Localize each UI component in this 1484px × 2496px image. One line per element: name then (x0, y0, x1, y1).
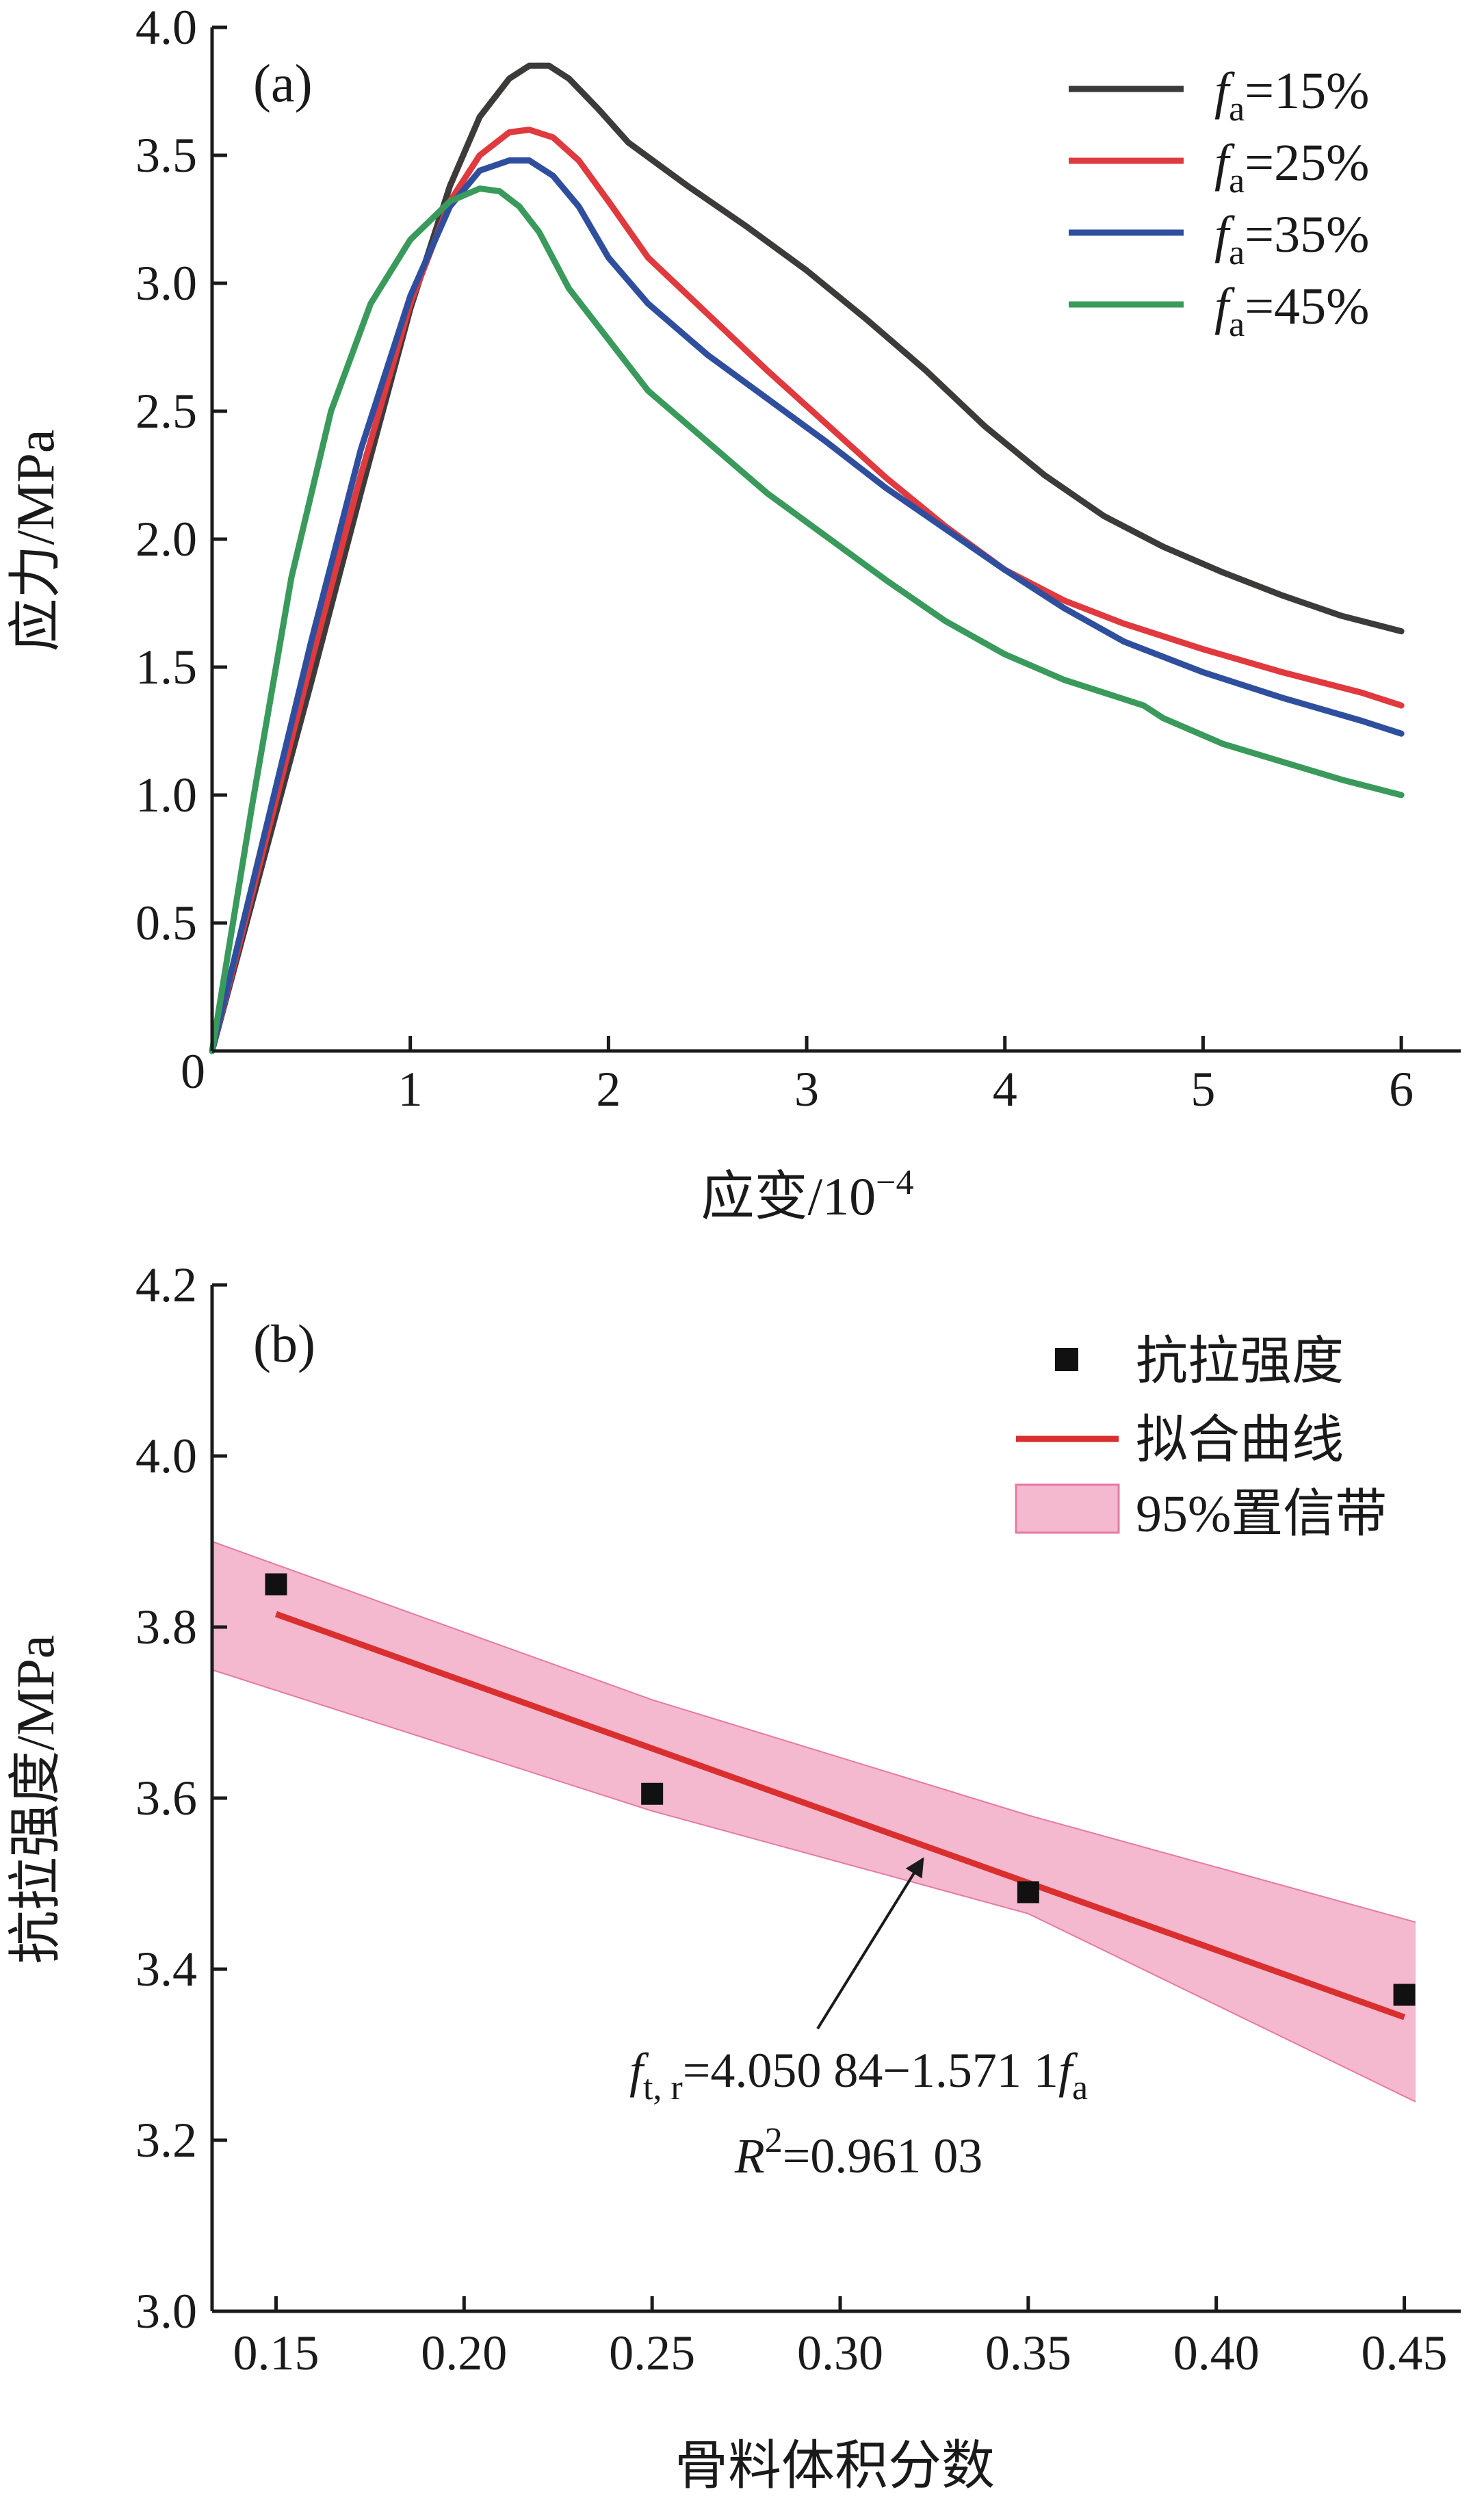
y-tick-label: 3.6 (135, 1771, 197, 1825)
data-point (1017, 1881, 1039, 1903)
y-tick-label: 4.2 (135, 1258, 197, 1312)
y-tick-label: 2.5 (135, 384, 197, 439)
panel-b-chart: ft, r=4.050 84−1.571 1fa R2=0.961 03 0.1… (5, 1258, 1461, 2495)
y-tick-label: 0.5 (135, 896, 197, 950)
legend-label-1: fa=15% (1214, 62, 1369, 129)
panel-b-x-ticks: 0.15 0.20 0.25 0.30 0.35 0.40 0.45 (233, 2296, 1448, 2380)
panel-a-series-group (209, 62, 1405, 1054)
data-point (1393, 1984, 1416, 2006)
x-tick-label: 0.40 (1173, 2326, 1260, 2380)
x-tick-label: 1 (398, 1062, 423, 1117)
y-tick-label: 3.0 (135, 2284, 197, 2339)
panel-b-legend: 抗拉强度 拟合曲线 95%置信带 (1015, 1333, 1387, 1543)
fit-line (274, 1611, 1406, 2020)
y-tick-label: 3.8 (135, 1600, 197, 1654)
legend-label-3: fa=35% (1214, 206, 1369, 272)
panel-a-chart: 1 2 3 4 5 6 0.5 1.0 1.5 2.0 2.5 3.0 3.5 4.0 0 (a) fa… (5, 0, 1461, 1226)
legend-band-swatch (1015, 1483, 1120, 1534)
x-tick-label: 0.35 (985, 2326, 1071, 2380)
y-tick-label: 1.0 (135, 768, 197, 822)
panel-b-y-ticks: 3.0 3.2 3.4 3.6 3.8 4.0 4.2 (135, 1258, 227, 2339)
panel-a-x-ticks: 1 2 3 4 5 6 (210, 1036, 1414, 1117)
y-tick-label: 2.0 (135, 512, 197, 567)
x-tick-label: 5 (1190, 1062, 1215, 1117)
panel-b-x-axis-title: 骨料体积分数 (675, 2436, 995, 2495)
data-points (265, 1573, 1416, 2006)
panel-b-y-axis-title: 抗拉强度/MPa (5, 1635, 65, 1964)
legend-points-label: 抗拉强度 (1136, 1333, 1344, 1390)
legend-band-label: 95%置信带 (1136, 1485, 1387, 1543)
panel-a-legend: fa=15%fa=25%fa=35%fa=45% (1069, 62, 1369, 344)
y-tick-label: 4.0 (135, 1429, 197, 1483)
x-tick-label: 0.15 (233, 2326, 319, 2380)
confidence-band (212, 1542, 1416, 2102)
legend-label-4: fa=45% (1214, 278, 1369, 344)
x-tick-label: 0.45 (1362, 2326, 1448, 2380)
y-tick-label: 3.4 (135, 1942, 197, 1997)
confidence-band-upper-edge (211, 1541, 1416, 1923)
y-tick-label: 3.5 (135, 128, 197, 183)
y-tick-label: 3.2 (135, 2113, 197, 2168)
panel-a-y-ticks: 0.5 1.0 1.5 2.0 2.5 3.0 3.5 4.0 (135, 0, 227, 950)
annotation-arrow (816, 1857, 924, 2030)
confidence-band-lower-edge (211, 1669, 1416, 2103)
panel-a-x-axis-title: 应变/10−4 (701, 1163, 914, 1226)
panel-a-y-axis-title: 应力/MPa (5, 429, 65, 651)
legend-fit-label: 拟合曲线 (1136, 1412, 1344, 1469)
fit-equation: ft, r=4.050 84−1.571 1fa (629, 2043, 1088, 2107)
panel-b-label: (b) (253, 1314, 315, 1373)
legend-label-2: fa=25% (1214, 134, 1369, 200)
y-tick-label: 4.0 (135, 0, 197, 55)
panel-a-label: (a) (253, 53, 313, 113)
series-line-4 (209, 185, 1405, 1054)
x-tick-label: 0.25 (609, 2326, 695, 2380)
x-tick-label: 2 (596, 1062, 621, 1117)
x-tick-label: 0.30 (797, 2326, 883, 2380)
panel-a-origin-label: 0 (181, 1044, 205, 1099)
x-tick-label: 3 (794, 1062, 819, 1117)
series-line-3 (209, 157, 1405, 1054)
x-tick-label: 0.20 (421, 2326, 507, 2380)
y-tick-label: 3.0 (135, 256, 197, 311)
y-tick-label: 1.5 (135, 640, 197, 694)
data-point (265, 1573, 287, 1596)
r-squared: R2=0.961 03 (734, 2121, 983, 2183)
x-tick-label: 4 (993, 1062, 1017, 1117)
x-tick-label: 6 (1389, 1062, 1414, 1117)
data-point (641, 1782, 664, 1805)
legend-points-marker (1055, 1348, 1078, 1371)
